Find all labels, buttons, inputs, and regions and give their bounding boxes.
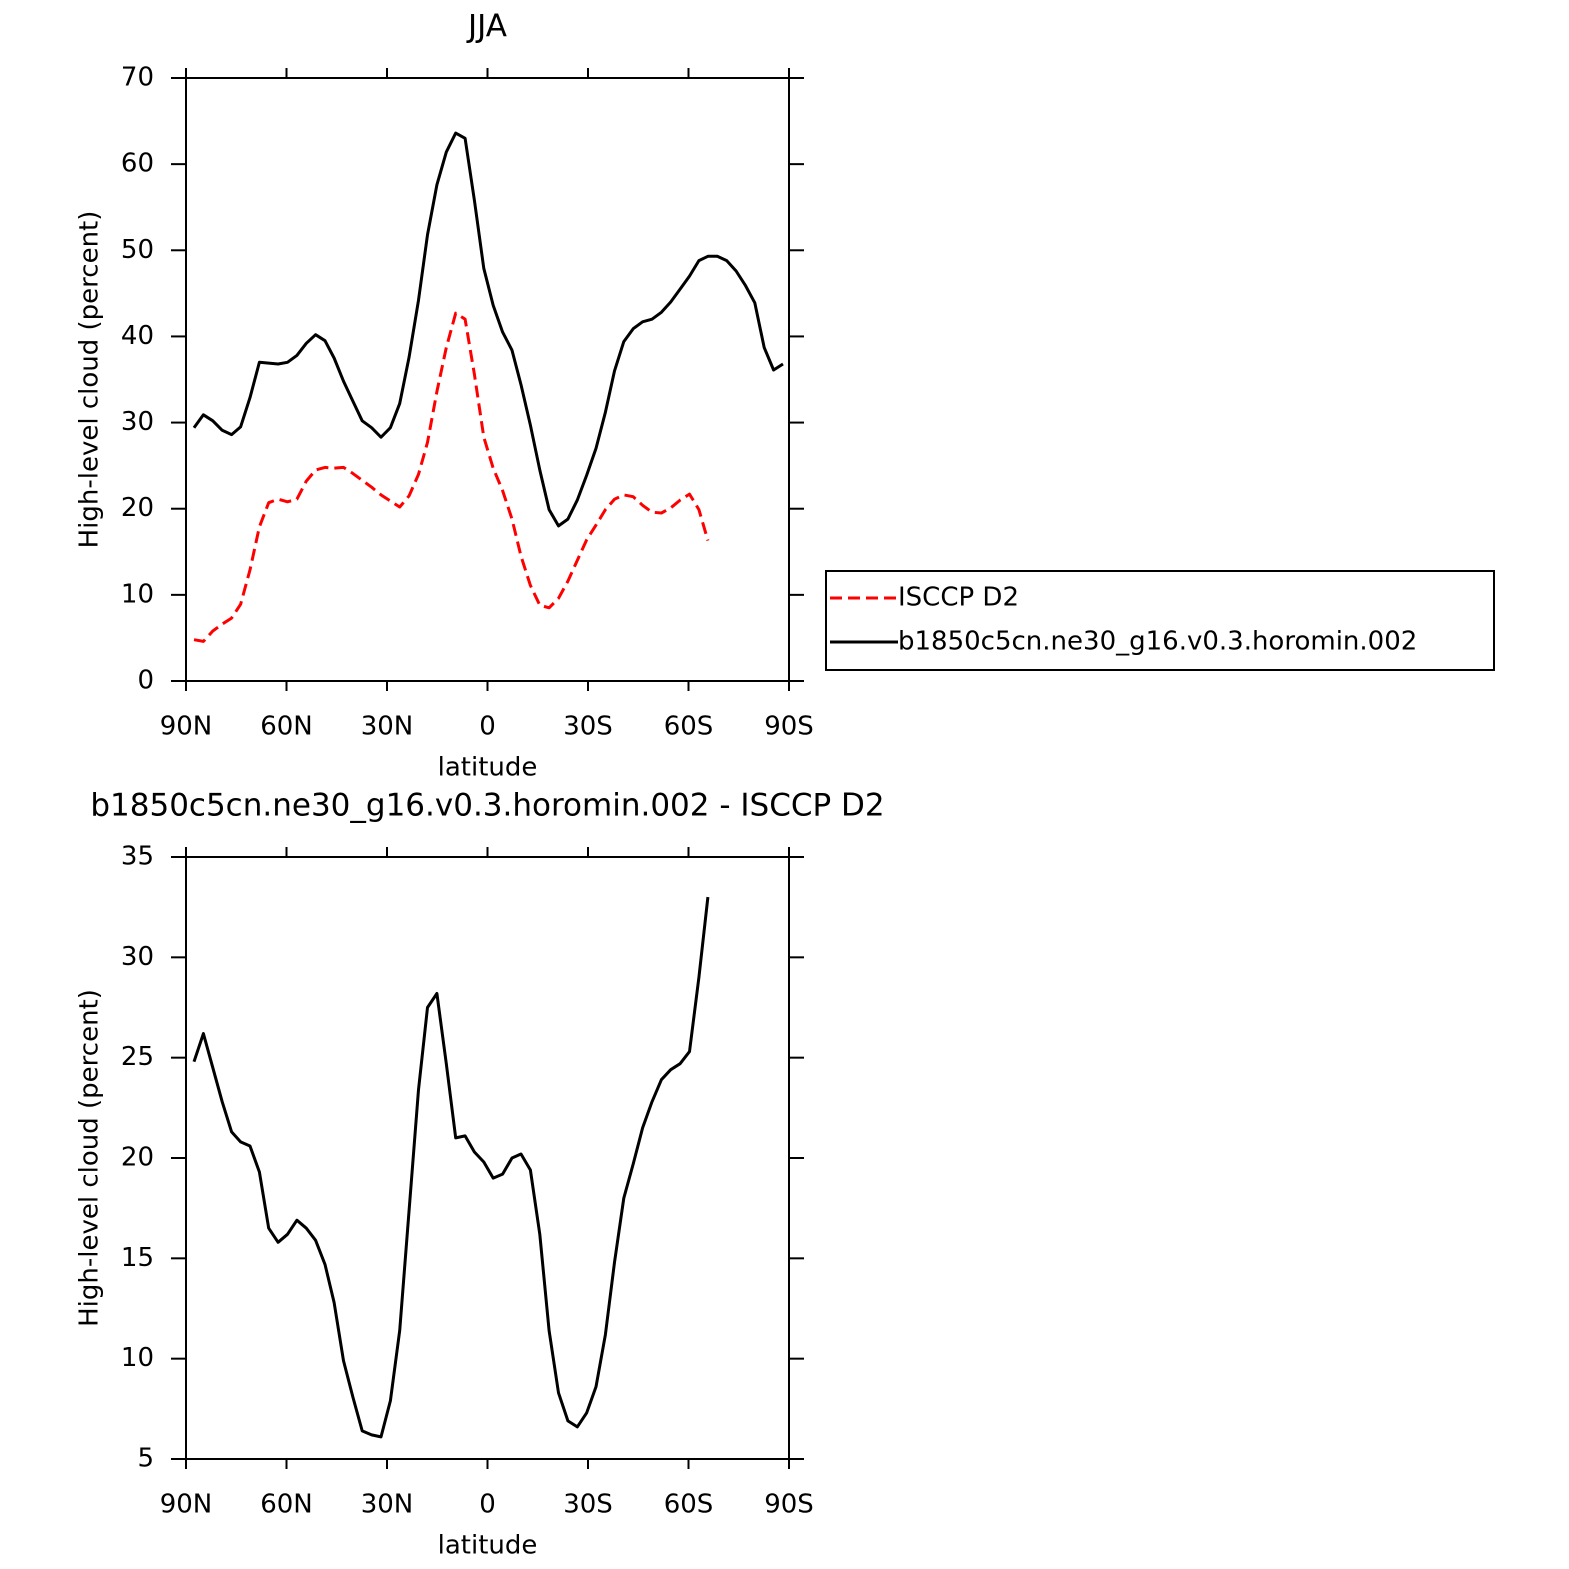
x-tick-label: 60S (664, 712, 714, 742)
x-tick-label: 90S (764, 712, 814, 742)
legend-label: ISCCP D2 (898, 583, 1019, 613)
y-axis-label: High-level cloud (percent) (75, 989, 105, 1327)
chart-title: b1850c5cn.ne30_g16.v0.3.horomin.002 - IS… (90, 788, 884, 824)
y-tick-label: 20 (121, 1143, 154, 1173)
x-tick-label: 30N (361, 1490, 414, 1520)
y-tick-label: 10 (121, 579, 154, 609)
y-tick-label: 20 (121, 493, 154, 523)
y-tick-label: 15 (121, 1243, 154, 1273)
x-tick-label: 60S (664, 1490, 714, 1520)
y-tick-label: 35 (121, 842, 154, 872)
data-line (192, 131, 784, 528)
x-tick-label: 60N (260, 1490, 313, 1520)
plot-frame (185, 856, 790, 1460)
chart-title: JJA (466, 9, 507, 45)
y-tick-label: 5 (137, 1444, 154, 1474)
x-tick-label: 30S (563, 1490, 613, 1520)
data-line (193, 311, 710, 643)
y-axis-label: High-level cloud (percent) (75, 211, 105, 549)
x-tick-label: 30S (563, 712, 613, 742)
y-tick-label: 50 (121, 235, 154, 265)
x-tick-label: 90N (160, 1490, 213, 1520)
x-axis-label: latitude (438, 753, 538, 783)
y-tick-label: 0 (137, 666, 154, 696)
y-tick-label: 40 (121, 321, 154, 351)
y-tick-label: 10 (121, 1343, 154, 1373)
x-tick-label: 0 (479, 712, 496, 742)
x-tick-label: 90S (764, 1490, 814, 1520)
x-tick-label: 30N (361, 712, 414, 742)
y-tick-label: 30 (121, 407, 154, 437)
data-line (192, 896, 710, 1439)
x-axis-label: latitude (438, 1531, 538, 1561)
y-tick-label: 25 (121, 1042, 154, 1072)
y-tick-label: 70 (121, 63, 154, 93)
y-tick-label: 30 (121, 942, 154, 972)
y-tick-label: 60 (121, 149, 154, 179)
x-tick-label: 60N (260, 712, 313, 742)
x-tick-label: 90N (160, 712, 213, 742)
legend-box (825, 570, 1495, 671)
x-tick-label: 0 (479, 1490, 496, 1520)
plot-frame (185, 77, 790, 682)
legend-label: b1850c5cn.ne30_g16.v0.3.horomin.002 (898, 627, 1417, 657)
